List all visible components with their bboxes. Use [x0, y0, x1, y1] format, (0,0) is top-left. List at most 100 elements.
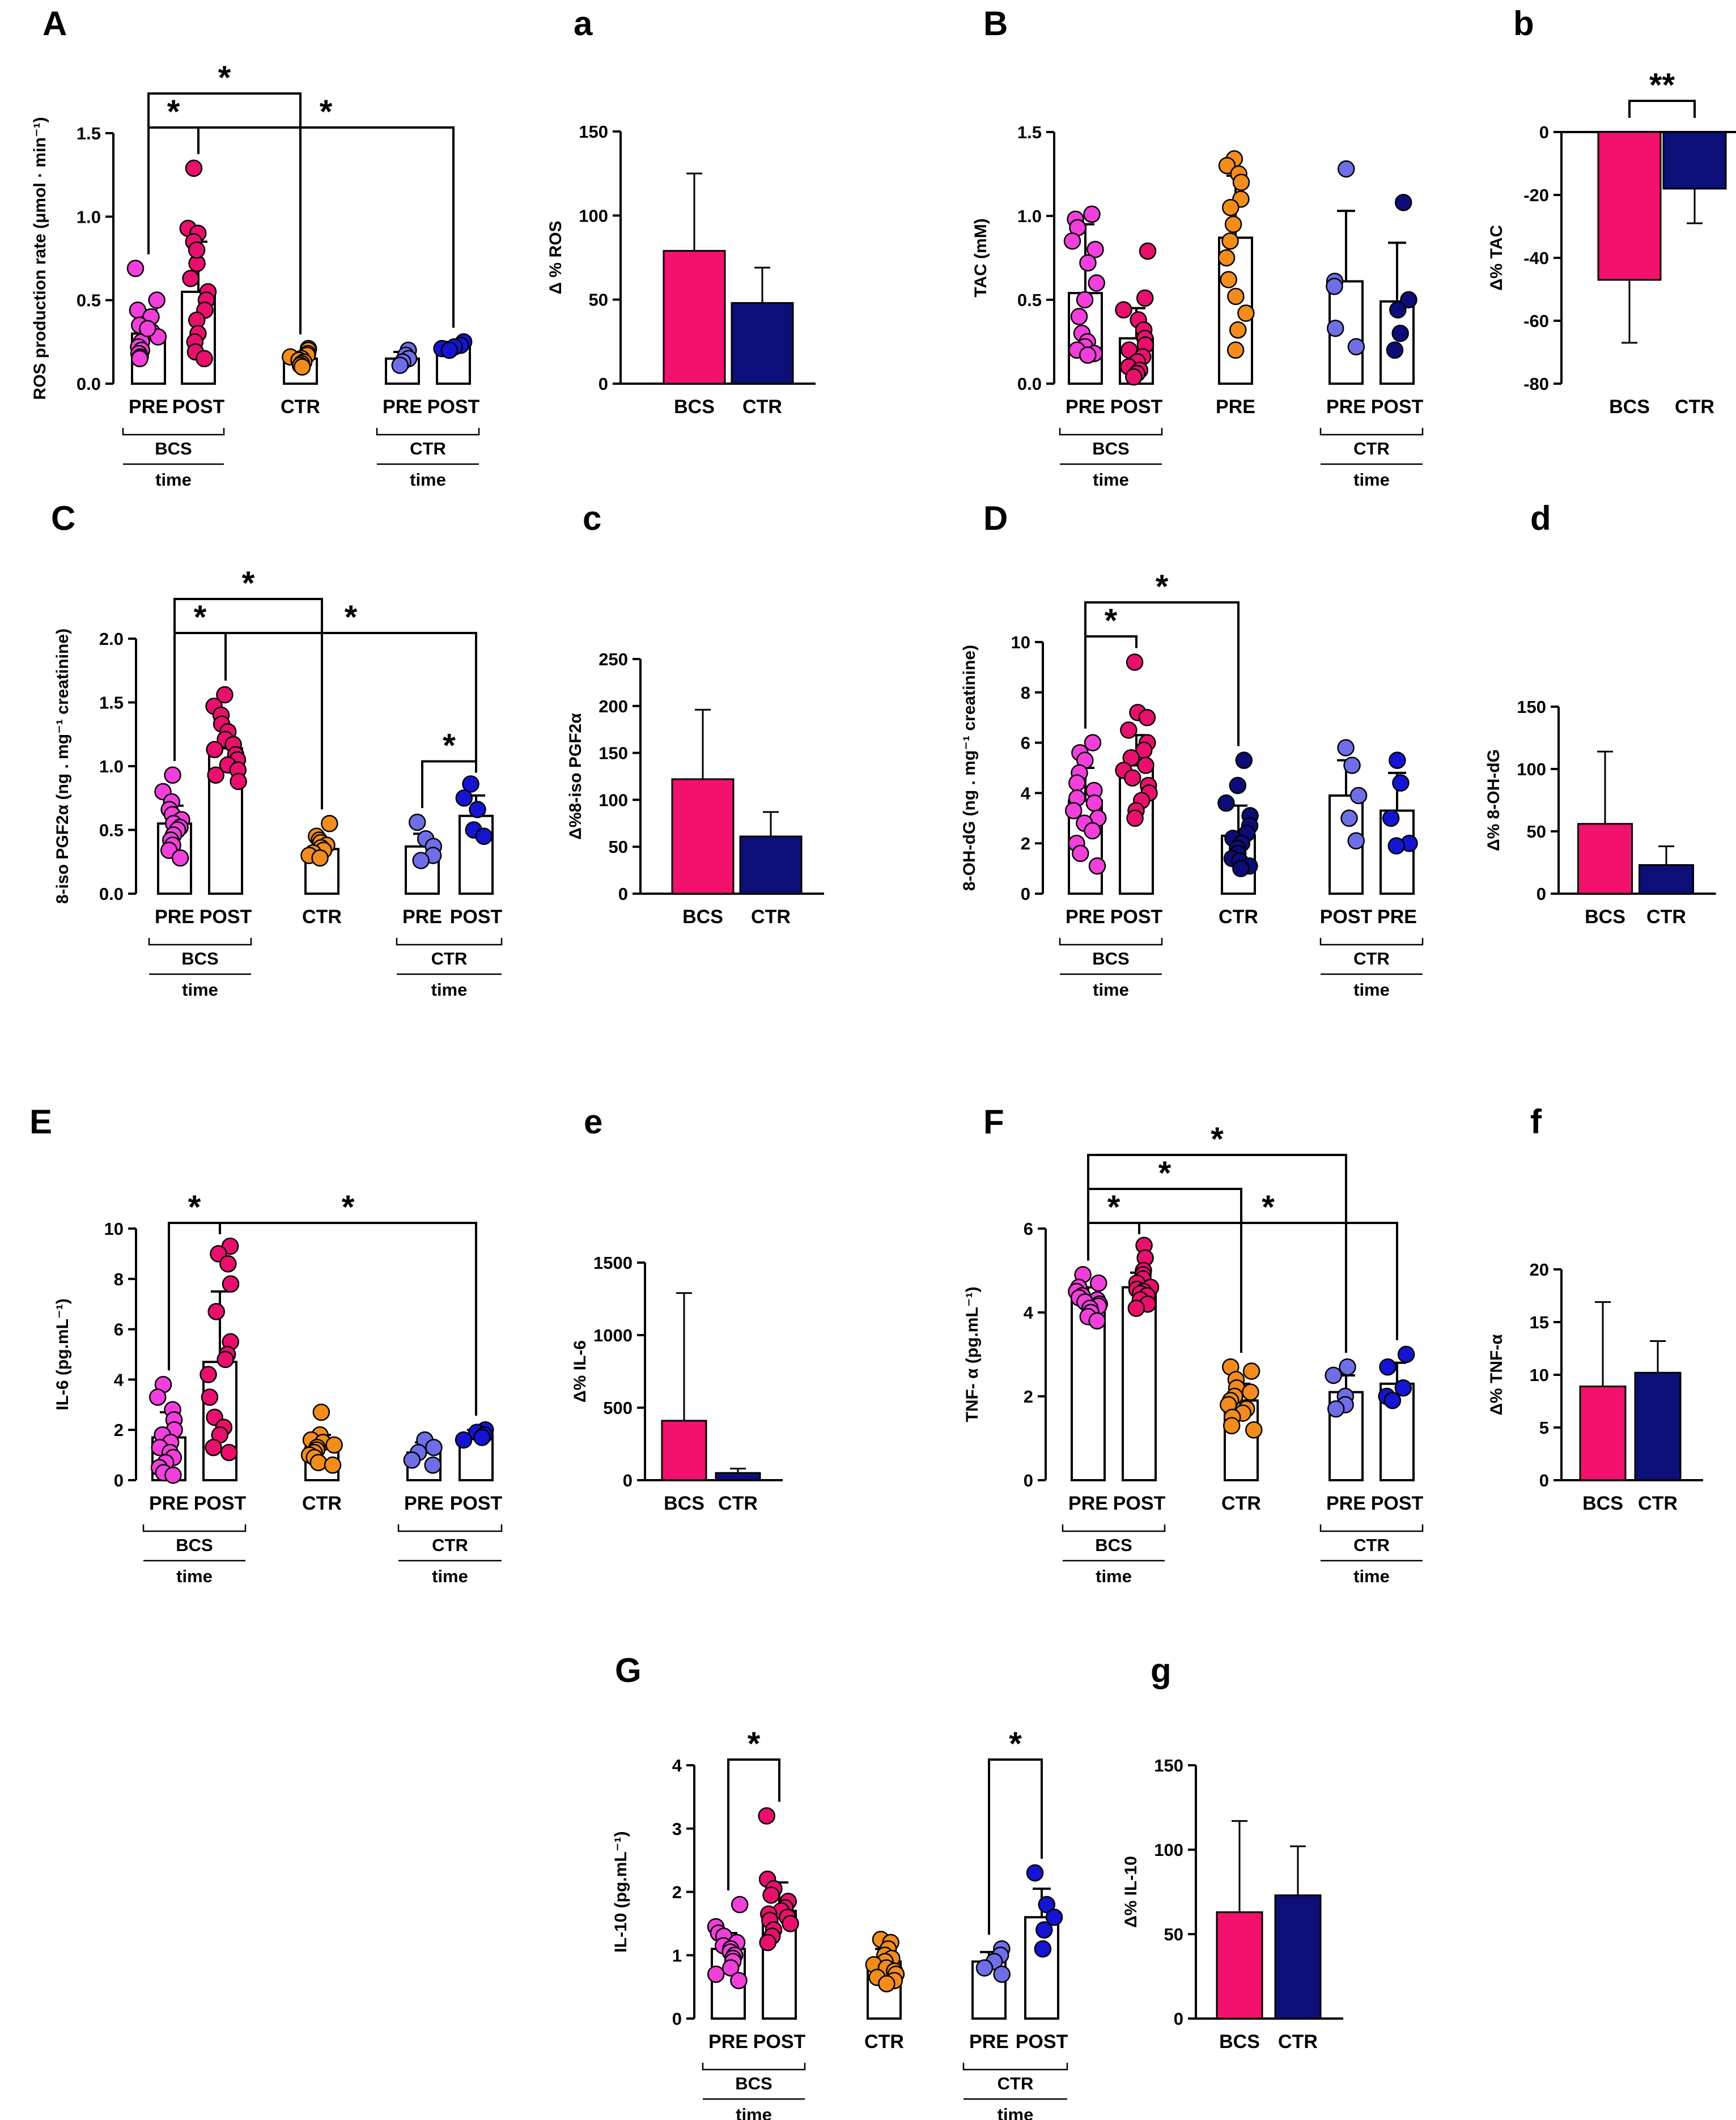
data-point: [1138, 708, 1156, 727]
panel-label: b: [1513, 5, 1534, 43]
data-point: [1229, 776, 1247, 795]
significance-marker: *: [194, 599, 207, 636]
panel-label: C: [51, 499, 75, 537]
time-label: time: [1353, 980, 1390, 1000]
significance-marker: *: [1105, 602, 1118, 639]
data-point: [1226, 341, 1245, 359]
data-point: [126, 260, 145, 277]
y-tick-label: -40: [1523, 248, 1549, 268]
data-point: [1387, 837, 1406, 855]
data-point: [1232, 860, 1250, 877]
data-point: [1126, 653, 1144, 671]
bar: [671, 778, 735, 895]
significance-bracket: [421, 760, 477, 808]
time-label: time: [176, 1566, 213, 1586]
y-axis-label: Δ% IL-6: [571, 1340, 589, 1403]
x-category-label: CTR: [864, 2031, 904, 2053]
data-point: [1220, 271, 1237, 288]
significance-marker: *: [443, 728, 456, 764]
data-point: [1339, 1358, 1356, 1376]
y-tick-label: 150: [1154, 1756, 1183, 1775]
data-point: [1218, 156, 1236, 175]
time-label: time: [410, 470, 446, 490]
data-point: [1379, 1358, 1397, 1376]
y-axis-label: 8-OH-dG (ng . mg⁻¹ creatinine): [960, 645, 979, 891]
data-point: [1349, 787, 1368, 805]
x-category-label: PRE: [155, 906, 194, 928]
significance-bracket: [1087, 1154, 1347, 1353]
data-point: [1090, 1274, 1107, 1292]
y-tick-label: 6: [114, 1320, 124, 1340]
group-label: CTR: [1353, 439, 1390, 458]
x-category-label: POST: [1320, 906, 1373, 928]
data-point: [1397, 1345, 1415, 1363]
mean-bar: [1122, 1286, 1157, 1482]
data-point: [325, 1436, 343, 1454]
time-label: time: [1353, 470, 1390, 490]
data-point: [222, 1275, 240, 1293]
bar: [1639, 864, 1694, 895]
y-tick-label: -80: [1523, 374, 1549, 394]
significance-bracket: [1628, 100, 1696, 118]
x-category-label: PRE: [708, 2031, 748, 2053]
x-category-label: PRE: [1066, 906, 1105, 928]
time-label: time: [1093, 470, 1129, 490]
bar: [661, 1420, 707, 1481]
data-point: [425, 1439, 443, 1456]
x-category-label: POST: [450, 906, 503, 928]
group-label: BCS: [1092, 949, 1129, 968]
data-point: [412, 852, 430, 869]
y-tick-label: 100: [579, 206, 608, 226]
data-point: [206, 741, 223, 758]
significance-marker: *: [242, 565, 255, 602]
group-bracket: [148, 938, 252, 946]
group-bracket: [1062, 1524, 1166, 1532]
group-bracket: [702, 2063, 806, 2071]
data-point: [309, 1454, 328, 1472]
bar: [1597, 131, 1662, 281]
y-tick-label: 0: [1539, 122, 1549, 142]
group-label: BCS: [155, 439, 192, 458]
group-bracket: [142, 1524, 247, 1532]
y-tick-label: 50: [1164, 1924, 1183, 1944]
data-point: [1223, 1417, 1241, 1435]
group-label: BCS: [1092, 439, 1129, 458]
data-point: [1326, 278, 1343, 295]
panel-label: f: [1530, 1103, 1542, 1141]
significance-marker: *: [320, 94, 333, 130]
y-tick-label: 1.5: [77, 124, 101, 143]
panel-e: 0 500 1000 1500 Δ% IL-6 e BCS CTR: [571, 1103, 783, 1514]
data-point: [1337, 160, 1355, 178]
y-tick-label: -20: [1523, 185, 1549, 205]
data-point: [1242, 1362, 1260, 1380]
y-tick-label: 1: [672, 1945, 682, 1965]
x-category-label: BCS: [1582, 1493, 1623, 1514]
y-tick-label: 2: [1021, 834, 1030, 853]
data-point: [182, 270, 200, 287]
data-point: [1217, 249, 1236, 267]
data-point: [1394, 194, 1412, 211]
x-category-label: BCS: [1585, 906, 1625, 928]
data-point: [1389, 301, 1407, 319]
y-tick-label: 200: [599, 696, 628, 716]
data-point: [1085, 794, 1103, 812]
data-point: [1086, 240, 1104, 258]
x-category-label: CTR: [281, 396, 320, 418]
data-point: [1088, 1312, 1106, 1330]
significance-bracket: [1138, 1222, 1398, 1340]
y-axis-label: IL-10 (pg.mL⁻¹): [612, 1831, 630, 1952]
time-label: time: [736, 2105, 772, 2120]
y-tick-label: 100: [1517, 759, 1546, 779]
x-category-label: BCS: [682, 906, 723, 928]
y-axis-label: Δ% IL-10: [1122, 1856, 1140, 1928]
data-point: [1242, 1383, 1259, 1401]
y-tick-label: 0: [114, 1471, 124, 1490]
y-tick-label: 1.0: [77, 207, 101, 227]
panel-f: 0 5 10 15 20 Δ% TNF-α f BCS CTR: [1487, 1103, 1703, 1514]
panel-g: 0 50 100 150 Δ% IL-10 g BCS CTR: [1122, 1651, 1343, 2053]
significance-bracket: [1084, 601, 1240, 746]
y-tick-label: 100: [599, 790, 628, 810]
group-bracket: [396, 938, 503, 946]
data-point: [1137, 757, 1154, 774]
